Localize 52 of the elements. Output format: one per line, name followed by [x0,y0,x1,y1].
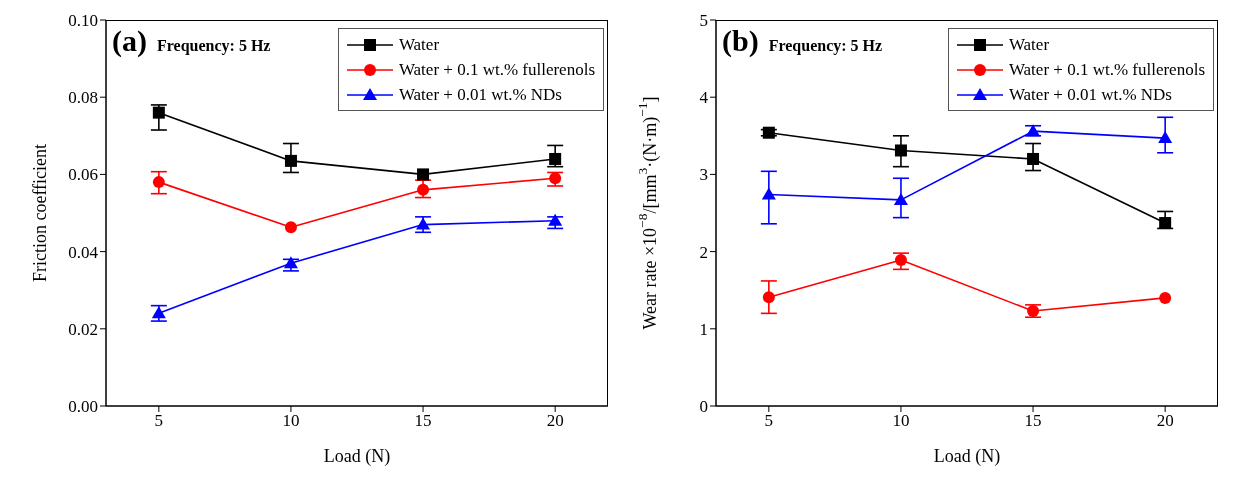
legend-label: Water + 0.1 wt.% fullerenols [398,59,595,80]
y-tick-label: 0.02 [68,319,98,339]
x-axis-title: Load (N) [933,446,1001,467]
point [417,168,430,181]
y-tick-label: 0.10 [68,11,98,31]
y-tick-label: 0.08 [68,88,98,108]
y-tick-label: 0.04 [68,242,99,262]
y-axis-title: Friction coefficient [30,143,50,283]
y-tick-label: 0 [699,397,708,417]
y-tick-label: 5 [699,11,708,31]
x-tick-label: 15 [414,411,432,431]
y-tick-label: 4 [699,88,709,108]
x-tick-label: 20 [546,411,564,431]
annotation: Frequency: 5 Hz [768,37,883,55]
point [548,213,563,226]
point [762,126,775,139]
annotation: Frequency: 5 Hz [156,37,271,55]
legend-label: Water + 0.01 wt.% NDs [1008,84,1172,105]
x-tick-label: 5 [764,411,774,431]
y-tick-label: 2 [699,242,708,262]
x-tick-label: 15 [1024,411,1042,431]
point [284,221,297,234]
point [416,217,431,230]
x-tick-label: 10 [892,411,910,431]
y-tick-label: 3 [699,165,708,185]
x-tick-label: 10 [282,411,300,431]
x-tick-label: 5 [154,411,164,431]
point [284,154,297,167]
point [894,254,907,267]
point [762,291,775,304]
legend-label: Water [398,34,440,55]
point [893,192,908,205]
legend-label: Water + 0.01 wt.% NDs [398,84,562,105]
x-tick-label: 20 [1156,411,1174,431]
point [761,187,776,200]
y-tick-label: 0.00 [68,397,98,417]
point [152,106,165,119]
point [549,152,562,165]
annotation: (b) [722,24,759,58]
y-tick-label: 0.06 [68,165,98,185]
point [894,144,907,157]
point [1159,291,1172,304]
point [1159,217,1172,230]
x-axis-title: Load (N) [323,446,391,467]
point [1027,152,1040,165]
annotation: (a) [112,24,147,58]
point [1158,131,1173,144]
y-tick-label: 1 [699,319,708,339]
point [417,183,430,196]
legend-label: Water [1008,34,1050,55]
point [152,176,165,189]
legend-label: Water + 0.1 wt.% fullerenols [1008,59,1205,80]
